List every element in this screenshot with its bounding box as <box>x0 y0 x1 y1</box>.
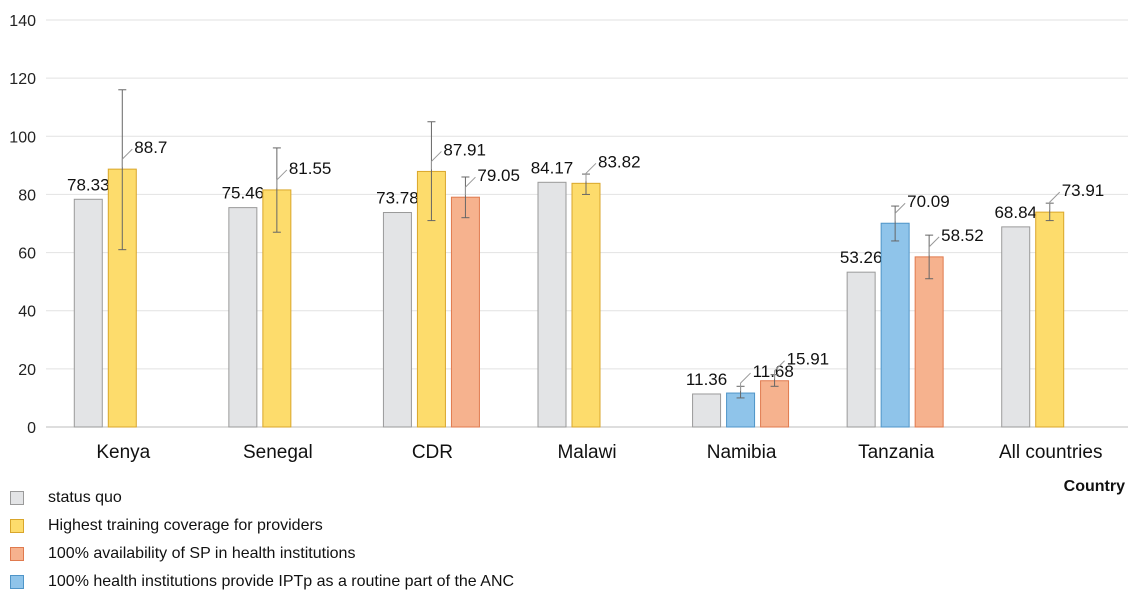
x-tick-label: Namibia <box>707 442 777 463</box>
x-tick-label: CDR <box>412 442 453 463</box>
label-leader <box>585 162 597 182</box>
x-axis-title: Country <box>1063 478 1125 495</box>
y-tick-label: 0 <box>27 420 36 437</box>
label-leader <box>121 148 133 168</box>
data-label: 58.52 <box>941 226 984 245</box>
x-tick-label: Senegal <box>243 442 313 463</box>
x-tick-label: All countries <box>999 442 1103 463</box>
bar-cdr-s0 <box>382 212 412 428</box>
data-label: 11.36 <box>686 370 727 389</box>
x-tick-label: Kenya <box>96 442 150 463</box>
data-label: 53.26 <box>840 248 883 267</box>
legend: status quo Highest training coverage for … <box>10 484 514 596</box>
label-leader <box>928 236 940 255</box>
legend-label: 100% availability of SP in health instit… <box>48 545 356 562</box>
y-tick-label: 140 <box>9 13 36 30</box>
legend-swatch <box>10 547 24 561</box>
x-tick-label: Malawi <box>557 442 616 463</box>
legend-label: 100% health institutions provide IPTp as… <box>48 573 515 590</box>
y-tick-label: 40 <box>18 304 36 321</box>
data-label: 81.55 <box>289 159 332 178</box>
label-leader <box>1049 191 1061 211</box>
bar-tanzania-s0 <box>846 271 876 428</box>
legend-swatch <box>10 519 24 533</box>
legend-label: Highest training coverage for providers <box>48 517 323 534</box>
bar-all-countries-s0 <box>1001 226 1031 428</box>
data-label: 15.91 <box>787 350 830 369</box>
label-leader <box>774 360 785 379</box>
label-leader <box>430 151 442 170</box>
y-tick-label: 80 <box>18 187 36 204</box>
legend-swatch <box>10 491 24 505</box>
legend-item: 100% health institutions provide IPTp as… <box>10 568 514 596</box>
bar-tanzania-s2 <box>914 256 944 428</box>
y-tick-label: 120 <box>9 71 36 88</box>
y-tick-label: 60 <box>18 246 36 263</box>
legend-item: Highest training coverage for providers <box>10 512 514 540</box>
label-leader <box>894 202 906 222</box>
bar-cdr-s2 <box>450 196 480 428</box>
label-leader <box>276 169 288 188</box>
data-label: 73.91 <box>1062 181 1105 200</box>
x-tick-label: Tanzania <box>858 442 934 463</box>
legend-label: status quo <box>48 489 122 506</box>
data-label: 78.33 <box>67 175 110 194</box>
data-label: 70.09 <box>907 192 950 211</box>
bar-namibia-s3 <box>726 392 756 428</box>
data-label: 84.17 <box>531 158 574 177</box>
data-label: 79.05 <box>477 166 520 185</box>
bar-kenya-s0 <box>73 198 103 428</box>
bar-tanzania-s3 <box>880 222 910 428</box>
legend-swatch <box>10 575 24 589</box>
data-label: 68.84 <box>994 203 1037 222</box>
y-tick-label: 20 <box>18 362 36 379</box>
data-label: 11.68 <box>753 362 794 381</box>
data-label: 83.82 <box>598 152 641 171</box>
data-label: 88.7 <box>134 138 167 157</box>
bar-namibia-s2 <box>760 380 790 428</box>
data-label: 73.78 <box>376 189 419 208</box>
legend-item: 100% availability of SP in health instit… <box>10 540 514 568</box>
bar-malawi-s0 <box>537 181 567 428</box>
legend-item: status quo <box>10 484 514 512</box>
bar-malawi-s1 <box>571 182 601 428</box>
data-label: 87.91 <box>443 140 486 159</box>
data-label: 75.46 <box>222 184 265 203</box>
bar-chart-svg: 0 20 40 60 80 100 120 140 78.33 88.7 Kenya 75.46 81.… <box>9 13 1128 463</box>
bar-all-countries-s1 <box>1035 211 1065 428</box>
y-tick-label: 100 <box>9 129 36 146</box>
label-leader <box>464 176 476 196</box>
label-leader <box>740 372 751 392</box>
bar-senegal-s0 <box>228 207 258 428</box>
bar-namibia-s0 <box>692 393 722 428</box>
